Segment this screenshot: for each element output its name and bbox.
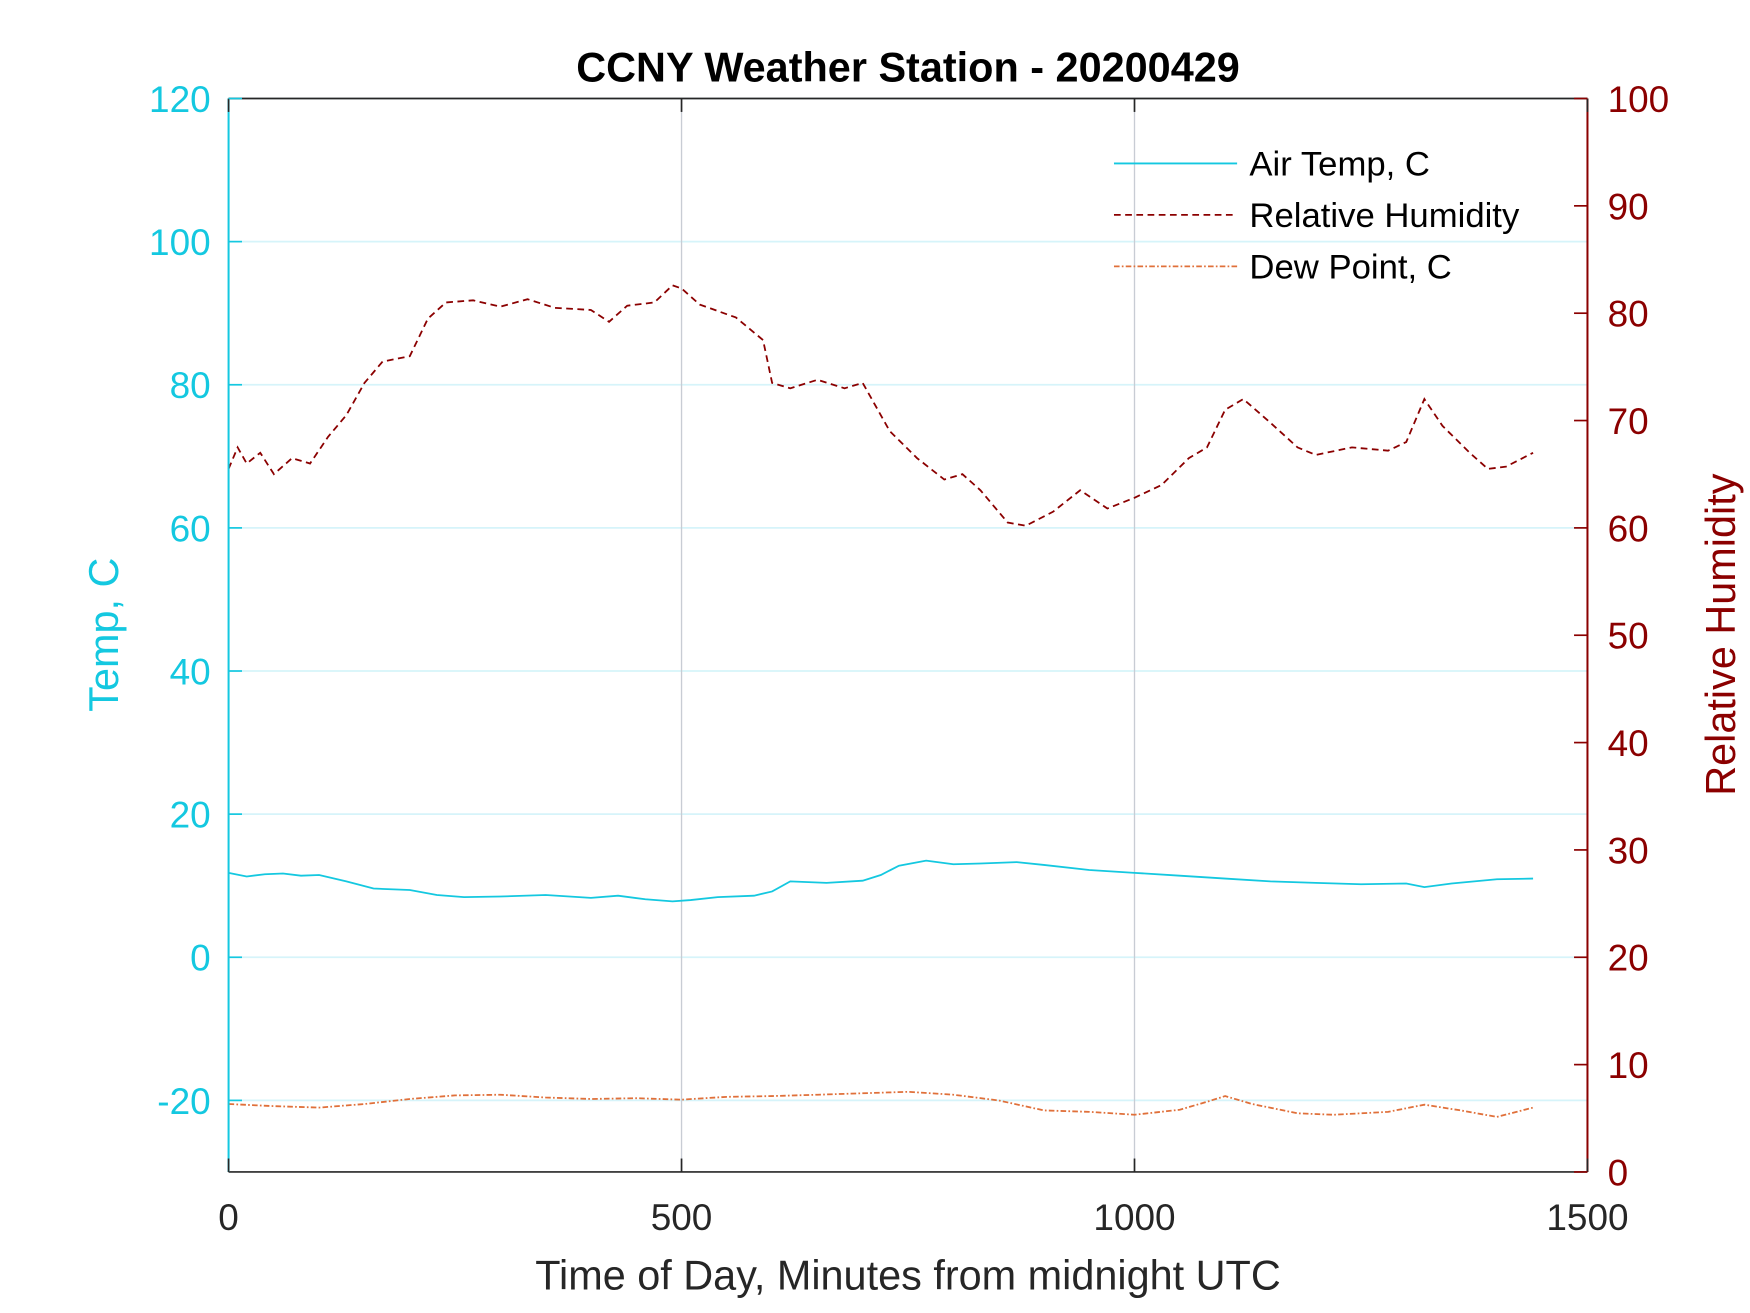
y-left-tick-label: 40 — [170, 651, 211, 692]
y-left-tick-label: 120 — [149, 79, 211, 120]
x-tick-label: 1000 — [1093, 1197, 1175, 1238]
chart-title: CCNY Weather Station - 20200429 — [576, 45, 1240, 91]
x-tick-label: 1500 — [1546, 1197, 1628, 1238]
legend-label: Air Temp, C — [1249, 146, 1430, 184]
y-right-tick-label: 40 — [1608, 723, 1649, 764]
y-right-tick-label: 0 — [1608, 1152, 1629, 1193]
legend-label: Relative Humidity — [1249, 197, 1520, 235]
y-right-tick-label: 50 — [1608, 616, 1649, 657]
legend-label: Dew Point, C — [1249, 249, 1451, 287]
series-line-0 — [228, 859, 1534, 903]
y-right-tick-label: 70 — [1608, 401, 1649, 442]
legend: Air Temp, C Relative Humidity Dew Point, C — [1113, 146, 1520, 287]
y-axis-label-left: Temp, C — [81, 558, 127, 712]
x-tick-label: 500 — [651, 1197, 713, 1238]
y-right-tick-label: 10 — [1608, 1045, 1649, 1086]
y-right-tick-label: 20 — [1608, 938, 1649, 979]
y-axis-label-right: Relative Humidity — [1698, 473, 1744, 795]
x-tick-label: 0 — [218, 1197, 239, 1238]
y-left-tick-label: 100 — [149, 222, 211, 263]
y-right-tick-label: 80 — [1608, 294, 1649, 335]
plot-lines — [227, 284, 1534, 1118]
y-right-tick-label: 90 — [1608, 186, 1649, 227]
series-line-2 — [228, 1090, 1534, 1118]
y-left-tick-label: 20 — [170, 795, 211, 836]
y-right-tick-label: 30 — [1608, 830, 1649, 871]
y-left-tick-label: -20 — [157, 1081, 210, 1122]
x-axis-label: Time of Day, Minutes from midnight UTC — [535, 1252, 1281, 1298]
axes: 0 500 1000 1500 -20 0 20 40 60 80 100 120 0 10 20 30 40 5… — [149, 79, 1669, 1238]
grid — [228, 97, 1588, 1172]
y-right-tick-label: 60 — [1608, 508, 1649, 549]
y-left-tick-label: 80 — [170, 365, 211, 406]
y-left-tick-label: 60 — [170, 508, 211, 549]
series-line-1 — [227, 284, 1534, 527]
y-left-tick-label: 0 — [190, 938, 211, 979]
y-right-tick-label: 100 — [1608, 79, 1670, 120]
